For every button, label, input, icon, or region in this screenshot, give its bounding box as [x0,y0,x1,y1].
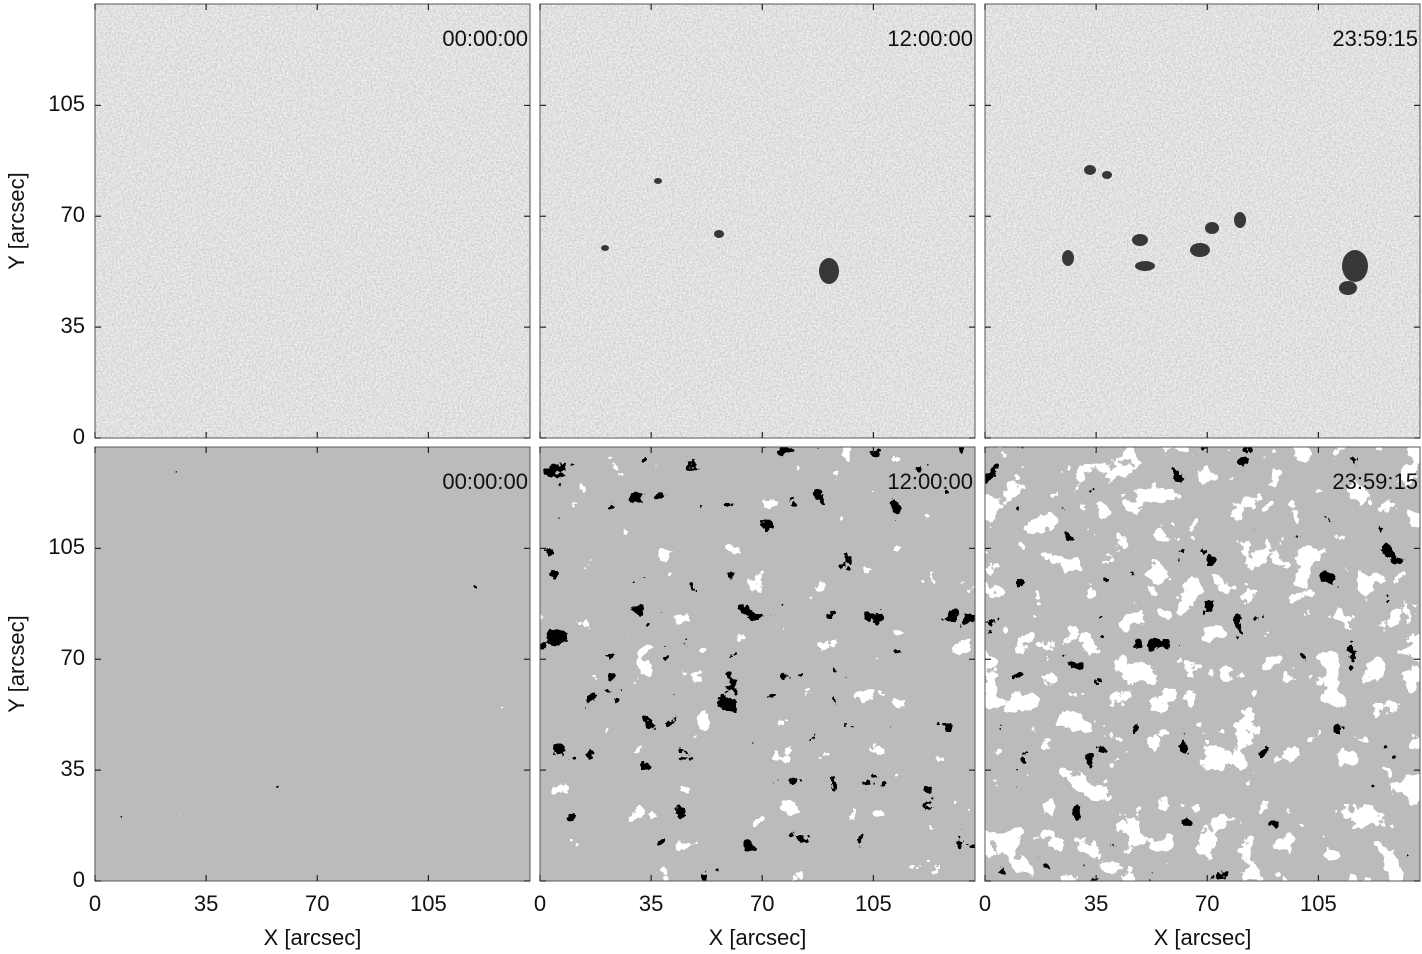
y-axis-label: Y [arcsec] [4,615,29,712]
y-tick-label: 70 [61,645,85,670]
timestamp: 23:59:15 [1332,469,1418,494]
sunspot [1084,165,1096,175]
timestamp: 12:00:00 [887,469,973,494]
sunspot [1102,171,1112,179]
x-axis-label: X [arcsec] [709,925,807,950]
x-tick-label: 70 [750,891,774,916]
x-tick-label: 70 [305,891,329,916]
x-tick-label: 35 [194,891,218,916]
x-tick-label: 105 [1300,891,1337,916]
sunspot [1132,234,1148,246]
panel-image [95,4,530,438]
sunspot [1342,250,1368,282]
x-tick-label: 105 [855,891,892,916]
y-axis-label: Y [arcsec] [4,172,29,269]
sunspot [1339,281,1357,295]
y-tick-label: 105 [48,534,85,559]
y-tick-label: 105 [48,91,85,116]
x-tick-label: 0 [89,891,101,916]
panel-image [95,447,530,881]
sunspot [601,245,609,251]
y-tick-label: 35 [61,313,85,338]
timestamp: 00:00:00 [442,469,528,494]
x-tick-label: 70 [1195,891,1219,916]
sunspot [1205,222,1219,234]
sunspot [654,178,662,184]
panel-image [985,447,1420,881]
panel: 23:59:15 [985,4,1420,438]
page: 00:00:00 0 35 70 105 Y [arcsec] 12:00:00 23:59:… [0,0,1422,954]
y-tick-label: 70 [61,202,85,227]
x-tick-label: 0 [979,891,991,916]
sunspot [1135,261,1155,271]
y-tick-label: 0 [73,424,85,449]
timestamp: 23:59:15 [1332,26,1418,51]
y-tick-label: 35 [61,756,85,781]
figure: 00:00:00 0 35 70 105 Y [arcsec] 12:00:00 23:59:… [0,0,1422,954]
sunspot [1190,243,1210,257]
x-tick-label: 105 [410,891,447,916]
x-tick-label: 0 [534,891,546,916]
panel: 00:00:00 [95,447,530,881]
panel: 00:00:00 [95,4,530,438]
x-axis-label: X [arcsec] [264,925,362,950]
sunspot [819,258,839,284]
panel-image [540,447,975,881]
panel-image [985,4,1420,438]
sunspot [1234,212,1246,228]
sunspot [1062,250,1074,266]
x-tick-label: 35 [639,891,663,916]
timestamp: 12:00:00 [887,26,973,51]
timestamp: 00:00:00 [442,26,528,51]
panel: 23:59:15 [985,447,1420,881]
panel: 12:00:00 [540,4,975,438]
panel-image [540,4,975,438]
sunspot [714,230,724,238]
panel: 12:00:00 [540,447,975,881]
y-tick-label: 0 [73,867,85,892]
x-axis-label: X [arcsec] [1154,925,1252,950]
x-tick-label: 35 [1084,891,1108,916]
